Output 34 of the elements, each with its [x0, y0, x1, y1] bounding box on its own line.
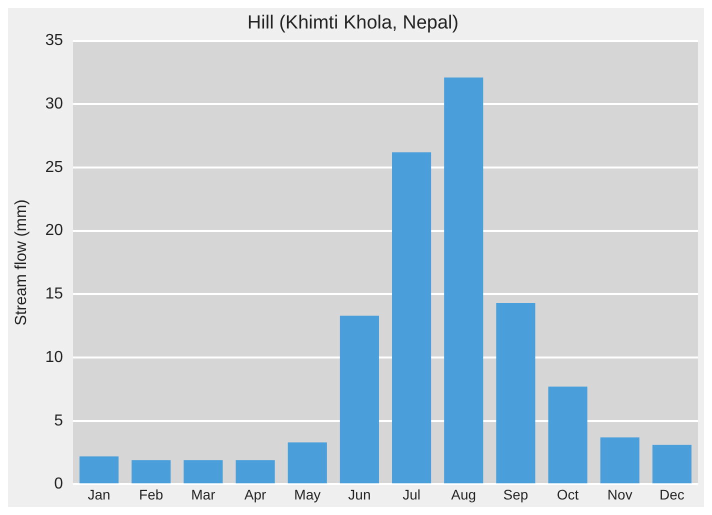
bar: [600, 437, 640, 484]
bar: [652, 444, 692, 484]
x-tick-label: Jan: [88, 486, 110, 502]
bar: [184, 460, 223, 484]
bar: [236, 460, 275, 484]
y-tick-label: 25: [45, 158, 64, 176]
x-tick-label: Sep: [503, 486, 528, 502]
x-tick-label: Jun: [348, 486, 371, 502]
x-tick-label: Dec: [660, 486, 684, 502]
bar: [392, 152, 432, 484]
y-tick-label: 20: [45, 222, 64, 240]
x-tick-label: Nov: [607, 486, 632, 502]
bar: [444, 78, 484, 484]
y-tick-label: 10: [45, 348, 64, 366]
x-tick-label: Aug: [451, 486, 476, 502]
y-tick-label: 30: [45, 96, 64, 113]
bar: [288, 442, 327, 484]
x-tick-label: Feb: [139, 486, 164, 502]
x-tick-label: May: [294, 486, 321, 502]
bar: [496, 303, 536, 484]
bar: [340, 316, 379, 484]
x-tick-label: Oct: [556, 486, 579, 502]
y-tick-label: 35: [45, 32, 64, 50]
bar: [548, 386, 588, 484]
y-tick-label: 5: [54, 412, 64, 430]
y-tick-label: 15: [45, 286, 64, 303]
x-tick-label: Jul: [402, 486, 420, 502]
bar: [132, 460, 171, 484]
bar: [80, 456, 119, 484]
x-tick-label: Mar: [191, 486, 216, 502]
x-tick-label: Apr: [244, 486, 267, 502]
y-tick-label: 0: [54, 476, 64, 493]
y-axis-title: Stream flow (mm): [13, 199, 30, 326]
chart-title: Hill (Khimti Khola, Nepal): [247, 12, 459, 34]
